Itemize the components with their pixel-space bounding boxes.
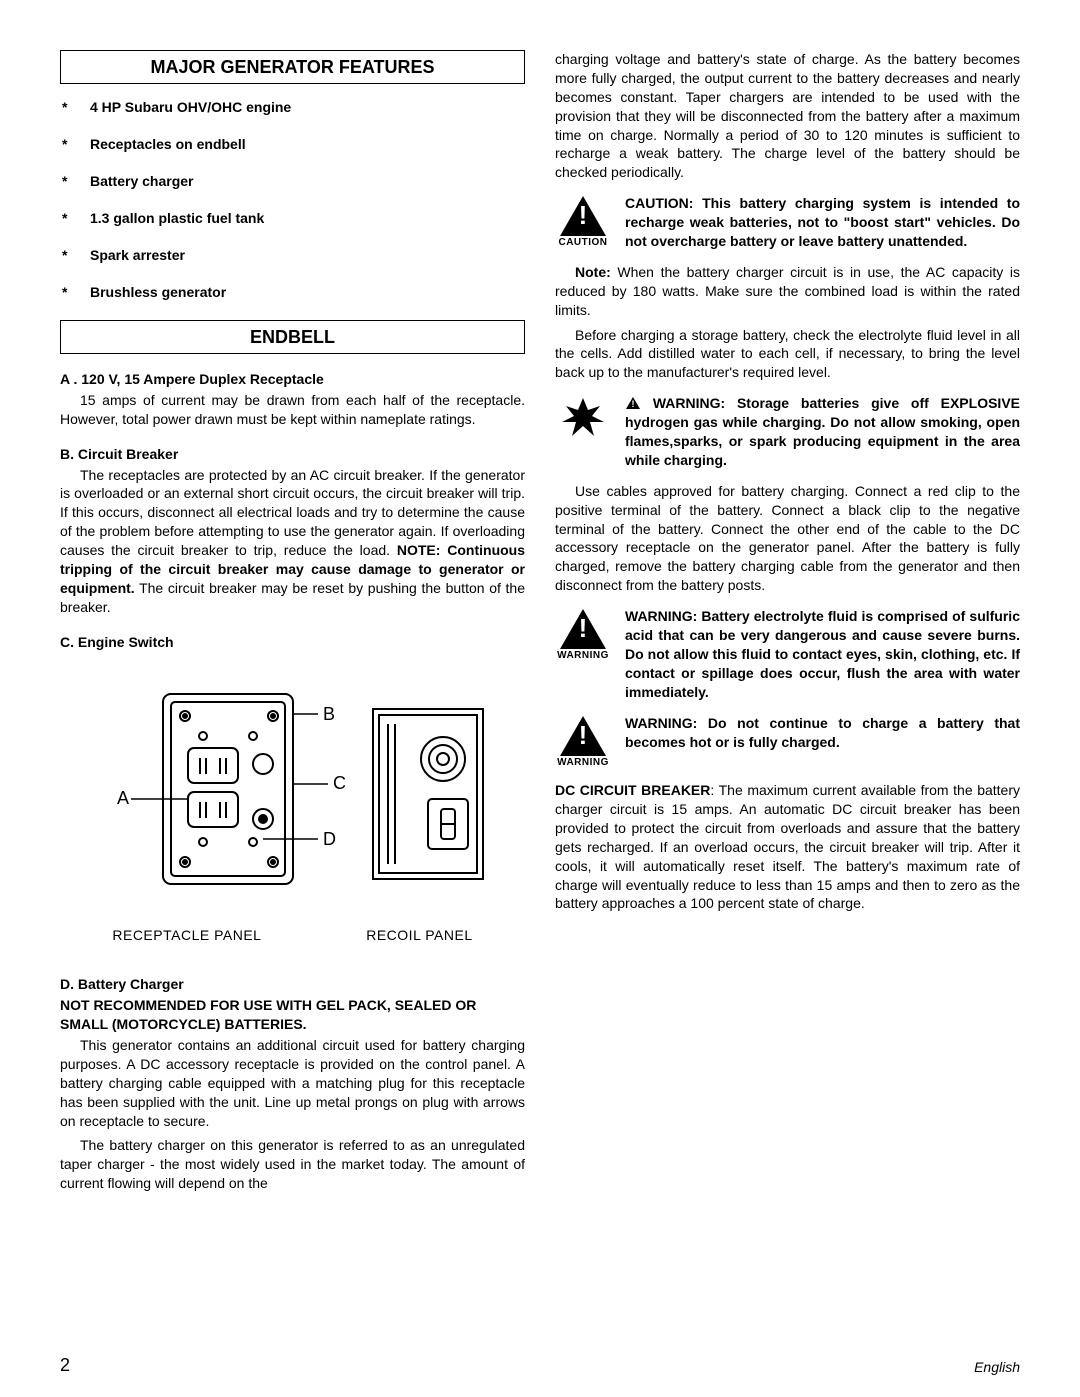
section-a-body: 15 amps of current may be drawn from eac… <box>60 391 525 429</box>
feature-item: Spark arrester <box>90 246 525 265</box>
svg-text:!: ! <box>579 200 588 230</box>
svg-text:!: ! <box>579 613 588 643</box>
section-c-head: C. Engine Switch <box>60 633 525 652</box>
dc-breaker-lead: DC CIRCUIT BREAKER <box>555 782 710 798</box>
electrolyte-check: Before charging a storage battery, check… <box>555 326 1020 383</box>
dc-breaker-text: : The maximum current available from the… <box>555 782 1020 911</box>
caution-block-boost: ! CAUTION CAUTION: This battery charging… <box>555 194 1020 251</box>
warning-block-acid: ! WARNING WARNING: Battery electrolyte f… <box>555 607 1020 701</box>
recoil-panel-label: RECOIL PANEL <box>366 926 472 945</box>
svg-text:D: D <box>323 829 336 849</box>
section-d-warn: NOT RECOMMENDED FOR USE WITH GEL PACK, S… <box>60 996 525 1034</box>
warning-glyph-icon: ! <box>625 396 641 410</box>
caution-icon: ! CAUTION <box>555 194 611 250</box>
page-root: MAJOR GENERATOR FEATURES 4 HP Subaru OHV… <box>0 0 1080 1397</box>
receptacle-panel-label: RECEPTACLE PANEL <box>112 926 261 945</box>
dc-breaker-para: DC CIRCUIT BREAKER: The maximum current … <box>555 781 1020 913</box>
feature-item: Receptacles on endbell <box>90 135 525 154</box>
section-d-head: D. Battery Charger <box>60 975 525 994</box>
right-column: charging voltage and battery's state of … <box>555 50 1020 1199</box>
warning-icon: ! WARNING <box>555 714 611 770</box>
note-label: Note: <box>575 264 611 280</box>
warning-explosive-text: ! WARNING: Storage batteries give off EX… <box>625 394 1020 470</box>
caution-text: CAUTION: This battery charging system is… <box>625 194 1020 251</box>
feature-item: Brushless generator <box>90 283 525 302</box>
svg-text:C: C <box>333 773 346 793</box>
note-ac-reduction: Note: When the battery charger circuit i… <box>555 263 1020 320</box>
warning-hot-text: WARNING: Do not continue to charge a bat… <box>625 714 1020 752</box>
section-d-p1: This generator contains an additional ci… <box>60 1036 525 1130</box>
panel-diagram-svg: A B C D <box>93 664 493 914</box>
page-footer: 2 English <box>60 1353 1020 1377</box>
diagram-labels: RECEPTACLE PANEL RECOIL PANEL <box>60 926 525 945</box>
section-a-head: A . 120 V, 15 Ampere Duplex Receptacle <box>60 370 525 389</box>
warning-acid-text: WARNING: Battery electrolyte fluid is co… <box>625 607 1020 701</box>
warning-block-hot: ! WARNING WARNING: Do not continue to ch… <box>555 714 1020 770</box>
feature-item: Battery charger <box>90 172 525 191</box>
panel-diagram: A B C D RECEPTACLE PANEL RECOIL PANEL <box>60 664 525 946</box>
two-column-layout: MAJOR GENERATOR FEATURES 4 HP Subaru OHV… <box>60 50 1020 1199</box>
language-label: English <box>974 1358 1020 1377</box>
caution-label: CAUTION <box>555 236 611 250</box>
explosion-icon <box>555 394 611 442</box>
section-b-head: B. Circuit Breaker <box>60 445 525 464</box>
warning-icon: ! WARNING <box>555 607 611 663</box>
features-list: 4 HP Subaru OHV/OHC engine Receptacles o… <box>60 98 525 301</box>
cable-instructions: Use cables approved for battery charging… <box>555 482 1020 595</box>
warning-explosive-body: WARNING: Storage batteries give off EXPL… <box>625 395 1020 468</box>
left-column: MAJOR GENERATOR FEATURES 4 HP Subaru OHV… <box>60 50 525 1199</box>
section-b-body: The receptacles are protected by an AC c… <box>60 466 525 617</box>
note-text: When the battery charger circuit is in u… <box>555 264 1020 318</box>
section-d-p2: The battery charger on this generator is… <box>60 1136 525 1193</box>
svg-text:A: A <box>117 788 129 808</box>
warning-label: WARNING <box>555 756 611 770</box>
endbell-header: ENDBELL <box>60 320 525 354</box>
major-features-header: MAJOR GENERATOR FEATURES <box>60 50 525 84</box>
svg-text:!: ! <box>632 399 635 409</box>
feature-item: 4 HP Subaru OHV/OHC engine <box>90 98 525 117</box>
charging-continuation: charging voltage and battery's state of … <box>555 50 1020 182</box>
svg-text:B: B <box>323 704 335 724</box>
feature-item: 1.3 gallon plastic fuel tank <box>90 209 525 228</box>
warning-label: WARNING <box>555 649 611 663</box>
warning-block-explosive: ! WARNING: Storage batteries give off EX… <box>555 394 1020 470</box>
svg-text:!: ! <box>579 720 588 750</box>
page-number: 2 <box>60 1353 70 1377</box>
